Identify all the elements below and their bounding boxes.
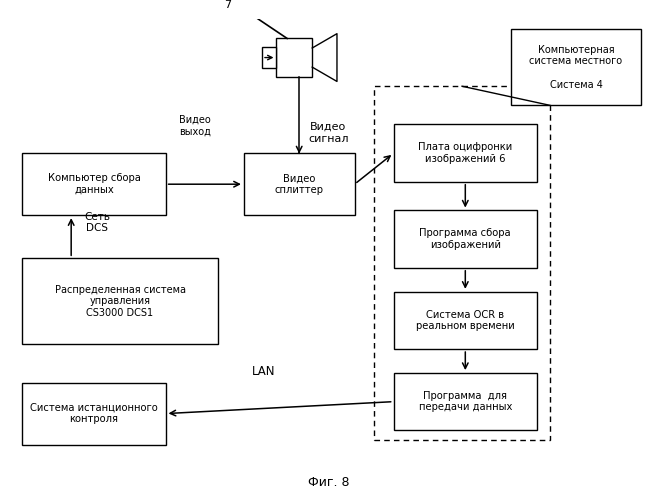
Text: Система истанционного
контроля: Система истанционного контроля xyxy=(30,403,158,424)
Bar xyxy=(394,210,537,268)
Text: Видео
сплиттер: Видео сплиттер xyxy=(275,174,324,195)
Bar xyxy=(262,47,277,68)
Text: Программа  для
передачи данных: Программа для передачи данных xyxy=(419,391,512,412)
Text: Программа сбора
изображений: Программа сбора изображений xyxy=(419,228,511,250)
Text: Видео
сигнал: Видео сигнал xyxy=(308,122,349,144)
Text: Компьютерная
система местного

Система 4: Компьютерная система местного Система 4 xyxy=(530,44,623,90)
Text: Распределенная система
управления
CS3000 DCS1: Распределенная система управления CS3000… xyxy=(55,284,185,318)
Bar xyxy=(22,153,166,216)
Bar xyxy=(394,373,537,430)
Bar xyxy=(374,86,550,440)
Text: Компьютер сбора
данных: Компьютер сбора данных xyxy=(47,174,141,195)
Text: Видео
выход: Видео выход xyxy=(179,115,211,136)
Text: 7: 7 xyxy=(224,0,231,10)
Text: Система OCR в
реальном времени: Система OCR в реальном времени xyxy=(416,310,514,331)
Bar xyxy=(511,29,641,106)
Bar xyxy=(22,382,166,444)
Text: Сеть
DCS: Сеть DCS xyxy=(84,212,110,233)
Text: Плата оцифронки
изображений 6: Плата оцифронки изображений 6 xyxy=(418,142,512,164)
Bar xyxy=(394,292,537,349)
Bar xyxy=(394,124,537,182)
Bar xyxy=(22,258,217,344)
Text: LAN: LAN xyxy=(252,364,275,378)
Text: Фиг. 8: Фиг. 8 xyxy=(307,476,350,490)
Bar xyxy=(244,153,355,216)
Bar xyxy=(277,38,312,76)
